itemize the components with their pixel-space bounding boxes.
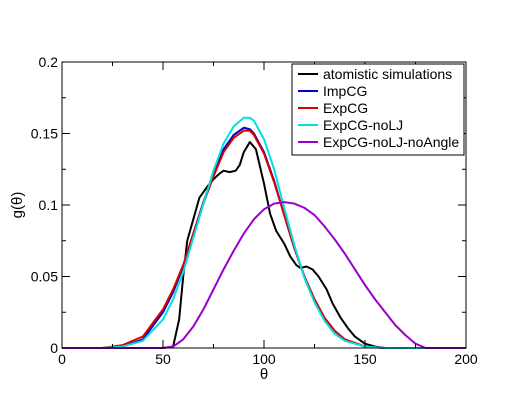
legend-entry: ExpCG-noLJ — [323, 117, 403, 133]
y-tick-label: 0.2 — [39, 54, 59, 70]
y-tick-label: 0.1 — [39, 197, 59, 213]
legend-box — [291, 63, 465, 156]
x-tick-label: 50 — [155, 351, 171, 367]
x-tick-label: 100 — [252, 351, 276, 367]
series-line-4 — [62, 116, 466, 349]
series-line-3 — [62, 129, 466, 349]
y-axis-label: g(θ) — [9, 192, 26, 219]
legend-entry: ExpCG-noLJ-noAngle — [323, 134, 459, 150]
x-tick-label: 200 — [454, 351, 478, 367]
series-line-5 — [62, 201, 466, 349]
legend-entry: ImpCG — [323, 83, 367, 99]
series-line-2 — [62, 126, 466, 349]
series-line-1 — [62, 141, 466, 349]
x-axis-label: θ — [260, 366, 268, 383]
x-tick-label: 0 — [58, 351, 66, 367]
legend-entry: atomistic simulations — [323, 66, 452, 82]
plot-lines — [62, 116, 466, 349]
legend: atomistic simulationsImpCGExpCGExpCG-noL… — [291, 63, 465, 156]
y-tick-label: 0.15 — [31, 126, 58, 142]
y-tick-label: 0 — [50, 340, 58, 356]
y-tick-label: 0.05 — [31, 269, 58, 285]
legend-entry: ExpCG — [323, 100, 368, 116]
x-tick-label: 150 — [353, 351, 377, 367]
axis-ticks: 0 50 100 150 200 0 0.05 0.1 0.15 0.2 — [31, 54, 478, 367]
